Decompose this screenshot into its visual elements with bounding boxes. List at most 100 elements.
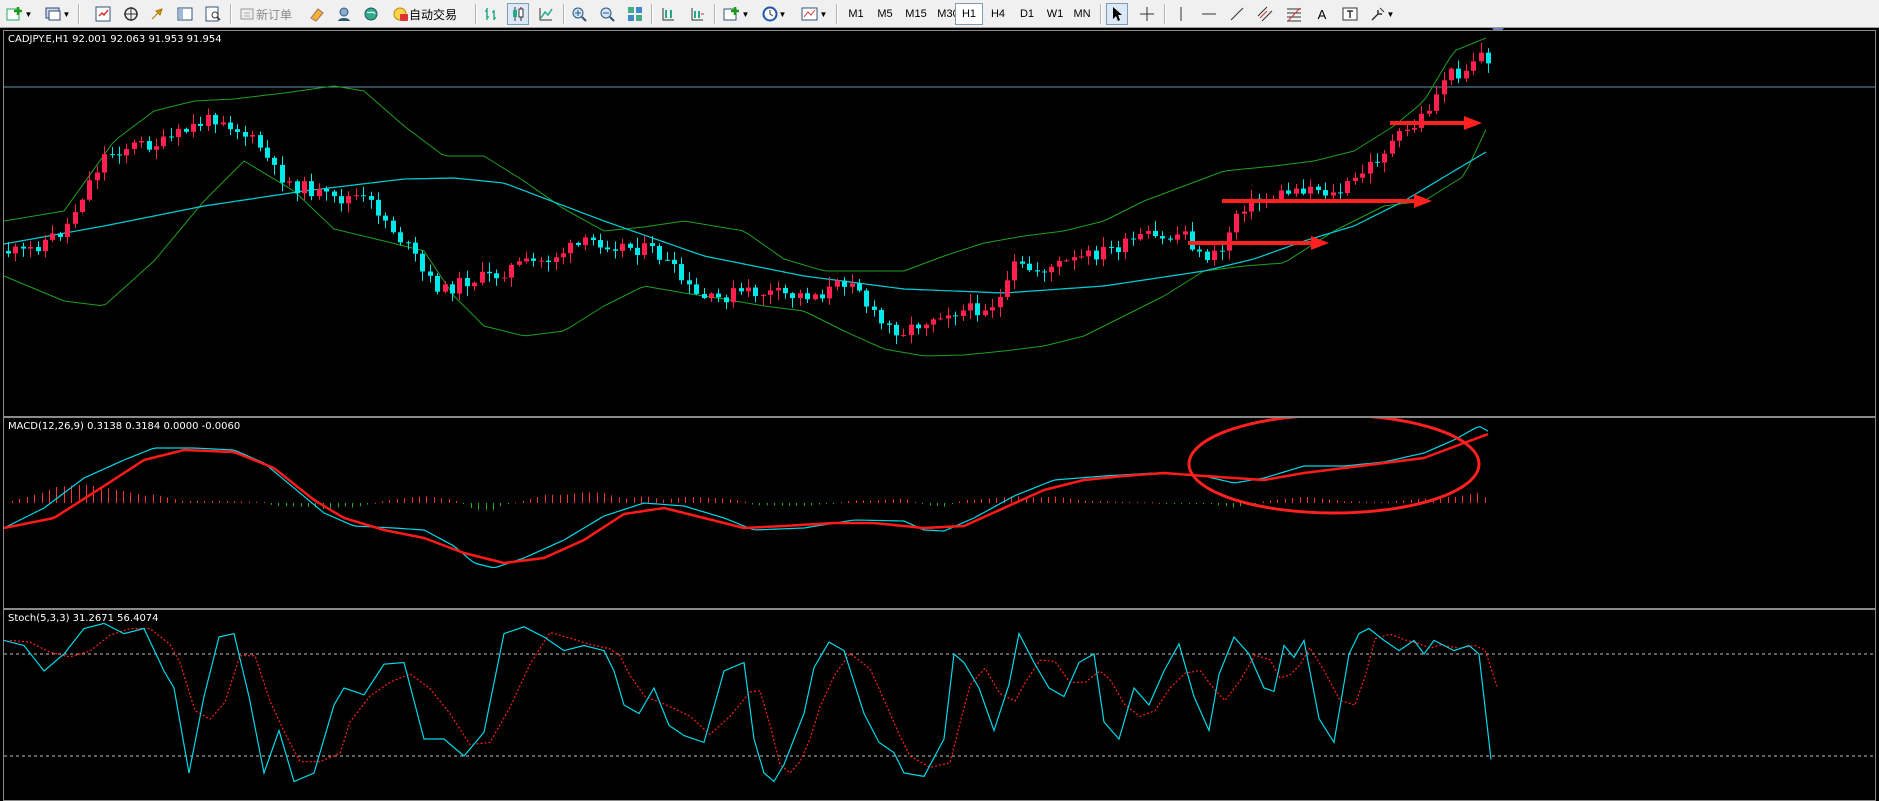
macd-histogram-bar (841, 502, 842, 504)
candle-body (95, 172, 100, 181)
macd-histogram-bar (1092, 500, 1093, 503)
candle-body (465, 277, 470, 287)
tile-windows-button[interactable] (624, 3, 646, 25)
timeframe-w1[interactable]: W1 (1046, 8, 1064, 20)
indicators-button[interactable]: ▼ (720, 3, 752, 25)
macd-histogram-bar (93, 485, 94, 503)
candlestick-button[interactable] (507, 3, 529, 25)
timeframe-mn[interactable]: MN (1073, 8, 1091, 20)
macd-pane[interactable]: MACD(12,26,9) 0.3138 0.3184 0.0000 -0.00… (3, 417, 1876, 609)
trendline-button[interactable] (1226, 3, 1248, 25)
candle-body (961, 310, 966, 317)
price-chart-pane[interactable]: CADJPY.E,H1 92.001 92.063 91.953 91.954 (3, 30, 1876, 417)
auto-trading-icon (393, 7, 408, 21)
candle-body (628, 243, 633, 248)
autoscroll-button[interactable] (686, 3, 708, 25)
timeframe-h1[interactable]: H1 (955, 3, 983, 25)
profiles-button[interactable]: ▼ (42, 3, 72, 25)
macd-histogram-bar (1196, 503, 1197, 504)
macd-histogram-bar (774, 503, 775, 506)
macd-histogram-bar (515, 502, 516, 504)
macd-histogram-bar (404, 498, 405, 503)
macd-histogram-bar (389, 500, 390, 503)
macd-histogram-bar (619, 497, 620, 503)
line-chart-button[interactable] (535, 3, 557, 25)
vertical-line-icon (1180, 7, 1182, 21)
timeframe-m15[interactable]: M15 (905, 8, 927, 20)
macd-histogram-bar (900, 498, 901, 503)
candle-body (887, 323, 892, 325)
candle-body (154, 146, 159, 150)
candle-body (43, 239, 48, 252)
candle-body (613, 249, 618, 251)
text-label-button[interactable] (1339, 3, 1361, 25)
fibonacci-button[interactable] (1283, 3, 1305, 25)
chart-shift-button[interactable] (657, 3, 679, 25)
candle-body (213, 114, 218, 125)
new-chart-button[interactable]: ▼ (4, 3, 34, 25)
cursor-button[interactable] (1106, 3, 1128, 25)
candle-body (1027, 263, 1032, 271)
strategy-tester-button[interactable] (202, 3, 224, 25)
timeframe-d1[interactable]: D1 (1019, 8, 1035, 20)
candle-body (813, 294, 818, 300)
periods-button[interactable]: ▼ (758, 3, 790, 25)
terminal-button[interactable] (174, 3, 196, 25)
macd-histogram-bar (523, 501, 524, 503)
candle-body (805, 293, 810, 300)
candle-body (161, 136, 166, 147)
arrows-button[interactable]: ▼ (1367, 3, 1397, 25)
macd-histogram-bar (1166, 503, 1167, 504)
community-button[interactable] (360, 3, 382, 25)
timeframe-m1[interactable]: M1 (848, 8, 864, 20)
crosshair-button[interactable] (1136, 3, 1158, 25)
zoom-in-button[interactable] (568, 3, 590, 25)
timeframe-m5[interactable]: M5 (877, 8, 893, 20)
timeframe-m30[interactable]: M30 (937, 8, 959, 20)
macd-histogram-bar (190, 500, 191, 503)
macd-label: MACD(12,26,9) 0.3138 0.3184 0.0000 -0.00… (8, 421, 241, 432)
navigator-button[interactable] (146, 3, 168, 25)
stoch-main-line (4, 622, 1492, 783)
macd-histogram-bar (648, 496, 649, 503)
data-window-button[interactable] (120, 3, 142, 25)
candle-body (1035, 270, 1040, 272)
macd-histogram-bar (1381, 502, 1382, 504)
vertical-line-button[interactable] (1170, 3, 1192, 25)
new-order-button[interactable]: 新订单 (238, 3, 294, 25)
auto-trading-button[interactable]: 自动交易 (389, 3, 459, 25)
macd-histogram-bar (804, 503, 805, 506)
templates-button[interactable]: ▼ (798, 3, 830, 25)
stochastic-pane[interactable]: Stoch(5,3,3) 31.2671 56.4074 (3, 609, 1876, 801)
macd-histogram-bar (1011, 496, 1012, 503)
candle-body (272, 157, 277, 165)
macd-signal-line (4, 432, 1489, 565)
equidistant-channel-button[interactable] (1254, 3, 1276, 25)
macd-histogram-bar (1152, 502, 1153, 504)
macd-histogram-bar (634, 497, 635, 503)
candle-body (1286, 190, 1291, 194)
candle-body (1042, 271, 1047, 273)
macd-histogram-bar (789, 503, 790, 506)
line-chart-icon (539, 8, 553, 21)
bar-chart-button[interactable] (480, 3, 502, 25)
macd-histogram-bar (352, 503, 353, 508)
macd-histogram-bar (678, 497, 679, 503)
candle-body (783, 287, 788, 294)
text-tool-button[interactable]: A (1311, 3, 1333, 25)
candle-body (28, 247, 33, 249)
horizontal-line-button[interactable] (1198, 3, 1220, 25)
chart-window[interactable]: CADJPY.E,H1 92.001 92.063 91.953 91.954 … (0, 28, 1879, 801)
timeframe-h4[interactable]: H4 (990, 8, 1006, 20)
candle-body (1249, 198, 1254, 212)
zoom-out-button[interactable] (596, 3, 618, 25)
candle-body (147, 141, 152, 150)
macd-histogram-bar (685, 496, 686, 503)
market-watch-button[interactable] (92, 3, 114, 25)
candle-body (376, 199, 381, 216)
candle-body (546, 260, 551, 263)
expert-button[interactable] (333, 3, 355, 25)
candle-body (798, 293, 803, 299)
candle-body (790, 293, 795, 299)
metaeditor-button[interactable] (306, 3, 328, 25)
